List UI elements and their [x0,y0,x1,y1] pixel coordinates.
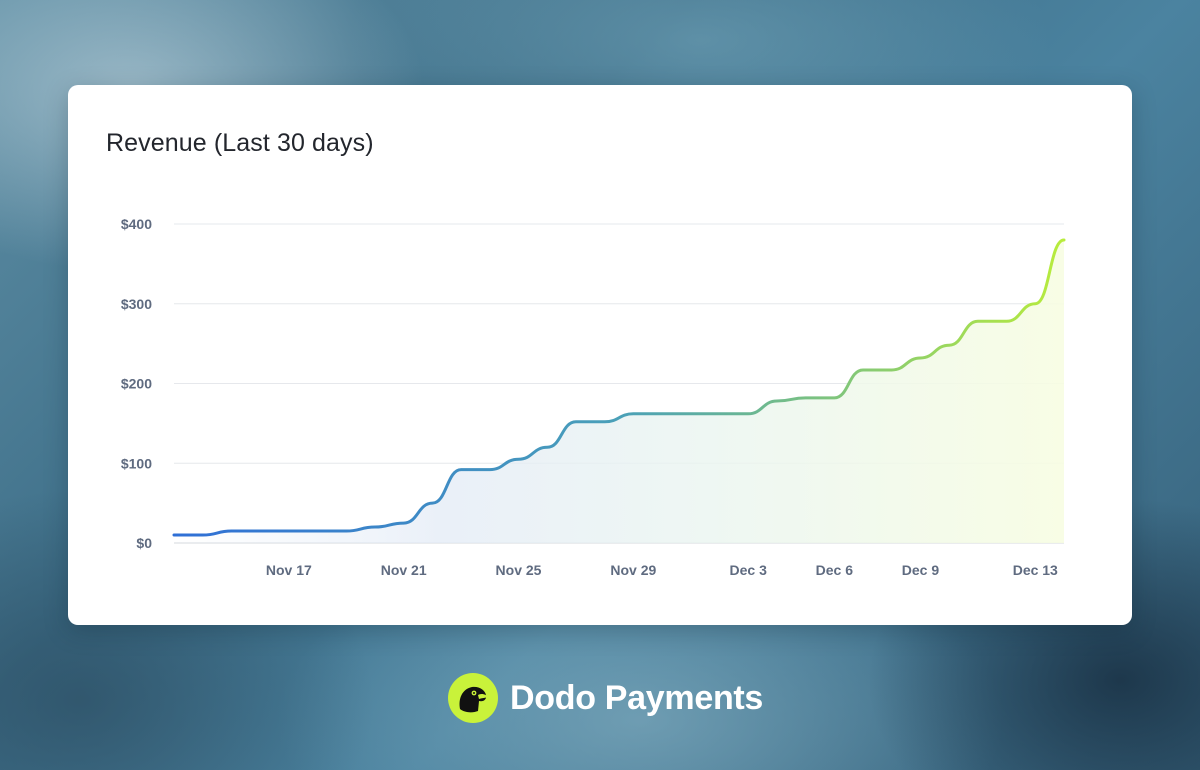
data-point [716,411,722,417]
data-point [372,524,378,530]
x-tick-label: Dec 3 [730,562,768,578]
data-point [458,467,464,473]
data-point [544,444,550,450]
revenue-card: Revenue (Last 30 days) $0 $100 $200 $300 $40… [68,85,1132,625]
x-tick-label: Nov 25 [496,562,542,578]
data-point [602,419,608,425]
data-point [1061,237,1067,243]
x-tick-label: Dec 6 [816,562,854,578]
revenue-area-fill [174,239,1064,543]
x-tick-label: Dec 13 [1013,562,1058,578]
x-tick-label: Dec 9 [902,562,940,578]
data-point [315,528,321,534]
data-point [860,367,866,373]
data-point [975,318,981,324]
data-point [630,411,636,417]
revenue-series-line [172,238,1066,537]
revenue-chart: $0 $100 $200 $300 $400 Nov 17 Nov 21 Nov 25 Nov… [121,216,1067,578]
data-point [688,411,694,417]
data-point [429,500,435,506]
x-tick-label: Nov 29 [610,562,656,578]
data-point [171,532,177,538]
y-tick-label: $100 [121,455,152,471]
data-point [286,528,292,534]
x-tick-label: Nov 21 [381,562,427,578]
data-point [1004,318,1010,324]
data-point [745,411,751,417]
brand-name: Dodo Payments [510,678,764,717]
y-tick-label: $400 [121,216,152,232]
y-tick-label: $0 [136,535,152,551]
data-point [946,342,952,348]
dodo-bird-logo-icon [448,673,498,723]
data-point [831,395,837,401]
y-tick-label: $300 [121,296,152,312]
chart-title: Revenue (Last 30 days) [106,129,374,157]
y-tick-label: $200 [121,376,152,392]
data-point [200,532,206,538]
data-point [487,467,493,473]
x-tick-label: Nov 17 [266,562,312,578]
data-point [774,398,780,404]
data-point [401,520,407,526]
data-point [917,355,923,361]
brand-footer: Dodo Payments [448,673,763,723]
data-point [659,411,665,417]
data-point [1032,301,1038,307]
data-point [803,395,809,401]
data-point [257,528,263,534]
data-point [573,419,579,425]
data-point [889,367,895,373]
data-point [516,456,522,462]
data-point [228,528,234,534]
data-point [343,528,349,534]
